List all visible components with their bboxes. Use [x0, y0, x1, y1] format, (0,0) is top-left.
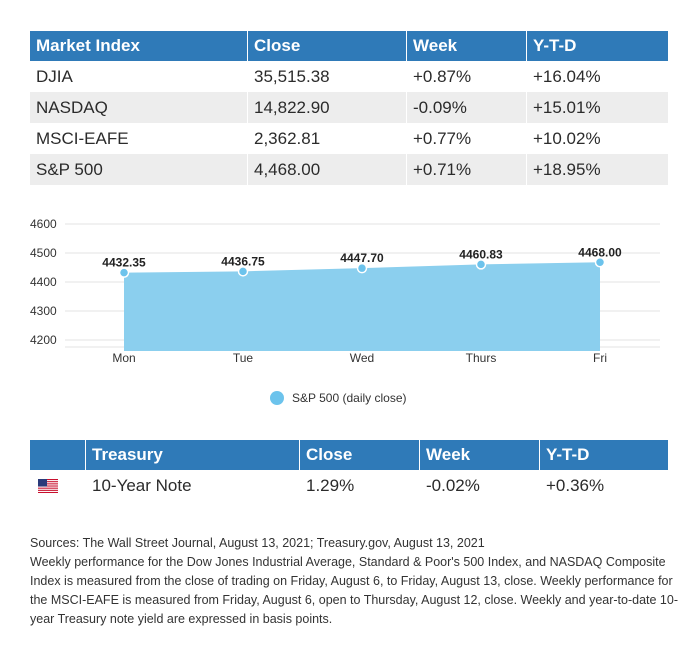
treasury-name: 10-Year Note — [86, 470, 300, 501]
header-week: Week — [420, 440, 540, 470]
index-name: NASDAQ — [30, 92, 248, 123]
index-close: 35,515.38 — [248, 61, 407, 92]
methodology-note: Weekly performance for the Dow Jones Ind… — [30, 555, 678, 626]
data-label: 4468.00 — [578, 245, 622, 259]
index-week: +0.71% — [407, 154, 527, 185]
index-name: DJIA — [30, 61, 248, 92]
x-tick-label: Thurs — [466, 351, 497, 365]
data-point — [356, 262, 368, 274]
table-row: S&P 500 4,468.00 +0.71% +18.95% — [30, 154, 668, 185]
index-ytd: +16.04% — [533, 66, 601, 86]
index-week: -0.09% — [407, 92, 527, 123]
legend-dot-icon — [270, 391, 284, 405]
data-label: 4436.75 — [221, 254, 265, 268]
market-table-header-row: Market Index Close Week Y-T-D — [30, 31, 668, 61]
treasury-week: -0.02% — [420, 470, 540, 501]
x-tick-label: Mon — [112, 351, 135, 365]
data-point — [594, 257, 606, 268]
table-row: 10-Year Note 1.29% -0.02% +0.36% — [30, 470, 668, 501]
index-week: +0.77% — [407, 123, 527, 154]
index-close: 2,362.81 — [248, 123, 407, 154]
y-tick-label: 4600 — [30, 217, 57, 231]
data-label: 4447.70 — [340, 251, 384, 265]
header-treasury: Treasury — [86, 440, 300, 470]
treasury-ytd: +0.36% — [546, 475, 605, 495]
header-week: Week — [407, 31, 527, 61]
header-flag — [30, 440, 86, 470]
index-ytd: +15.01% — [527, 92, 668, 123]
y-tick-label: 4300 — [30, 304, 57, 318]
data-point — [475, 259, 487, 270]
x-tick-label: Tue — [233, 351, 254, 365]
data-point — [237, 266, 249, 277]
area-series — [124, 262, 600, 351]
footnotes: Sources: The Wall Street Journal, August… — [30, 534, 678, 629]
index-close: 4,468.00 — [248, 154, 407, 185]
index-week: +0.87% — [407, 61, 527, 92]
flag-cell — [30, 470, 86, 501]
data-point — [118, 267, 130, 278]
header-close: Close — [248, 31, 407, 61]
sp500-area-chart: 4200 4300 4400 4500 4600 4432.35 4436.75 4447.7… — [30, 217, 660, 365]
table-row: NASDAQ 14,822.90 -0.09% +15.01% — [30, 92, 668, 123]
header-ytd: Y-T-D — [527, 31, 668, 61]
treasury-header-row: Treasury Close Week Y-T-D — [30, 440, 668, 470]
index-name: MSCI-EAFE — [30, 123, 248, 154]
legend-label: S&P 500 (daily close) — [292, 391, 407, 405]
header-close: Close — [300, 440, 420, 470]
y-tick-label: 4500 — [30, 246, 57, 260]
y-tick-label: 4200 — [30, 333, 57, 347]
header-ytd: Y-T-D — [540, 440, 668, 470]
x-tick-label: Wed — [350, 351, 374, 365]
us-flag-icon — [38, 478, 58, 493]
chart-legend: S&P 500 (daily close) — [270, 391, 407, 405]
index-name: S&P 500 — [30, 154, 248, 185]
table-row: MSCI-EAFE 2,362.81 +0.77% +10.02% — [30, 123, 668, 154]
table-row: DJIA 35,515.38 +0.87% +16.04% — [30, 61, 668, 92]
x-tick-label: Fri — [593, 351, 607, 365]
sources-note: Sources: The Wall Street Journal, August… — [30, 536, 485, 550]
market-index-table: Market Index Close Week Y-T-D DJIA 35,51… — [30, 31, 668, 185]
index-ytd: +10.02% — [533, 128, 601, 148]
data-label: 4432.35 — [102, 256, 146, 270]
index-ytd: +18.95% — [527, 154, 668, 185]
y-tick-label: 4400 — [30, 275, 57, 289]
header-market-index: Market Index — [30, 31, 248, 61]
treasury-close: 1.29% — [300, 470, 420, 501]
treasury-table: Treasury Close Week Y-T-D 10- — [30, 440, 668, 501]
data-label: 4460.83 — [459, 247, 503, 261]
index-close: 14,822.90 — [248, 92, 407, 123]
